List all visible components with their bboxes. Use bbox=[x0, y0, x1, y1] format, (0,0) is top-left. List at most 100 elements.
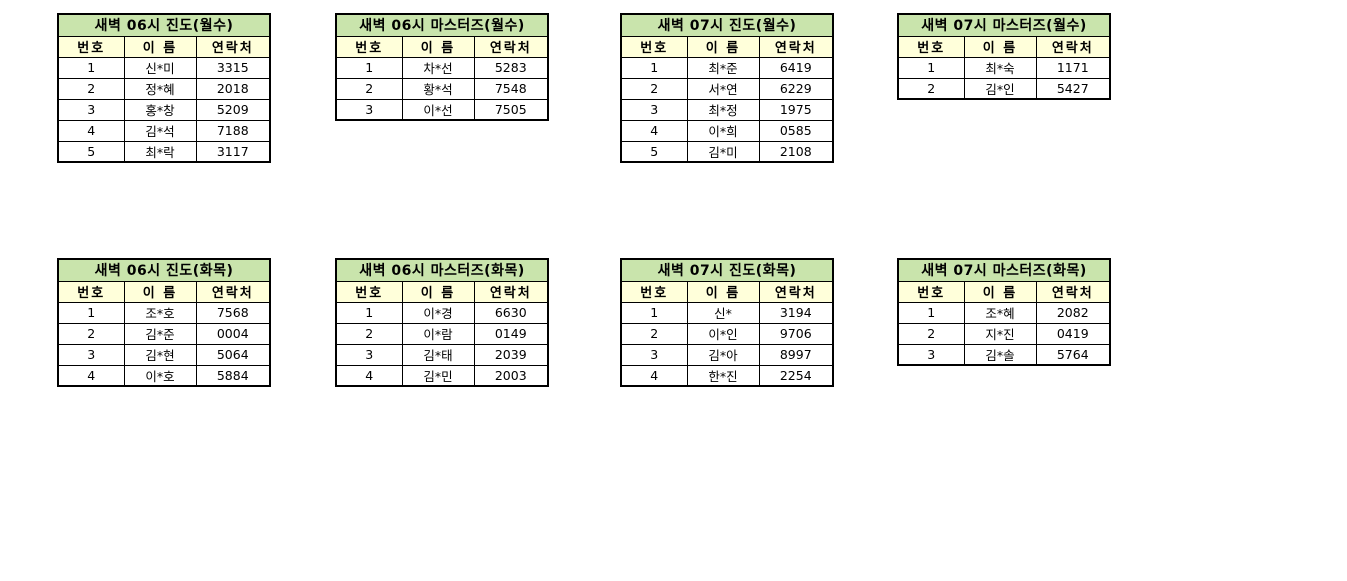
roster-table: 새벽 07시 마스터즈(월수) 번호 이 름 연락처 1 최*숙 1171 2 김*인 542… bbox=[897, 13, 1112, 100]
name-cell: 김*민 bbox=[401, 364, 475, 387]
name-cell: 김*석 bbox=[123, 119, 197, 142]
table-row: 3 김*아 8997 bbox=[620, 343, 834, 366]
contact-cell: 6229 bbox=[758, 77, 834, 100]
name-cell: 조*혜 bbox=[963, 301, 1037, 324]
contact-cell: 0419 bbox=[1035, 322, 1111, 345]
table-row: 2 정*혜 2018 bbox=[57, 77, 271, 100]
contact-cell: 0149 bbox=[473, 322, 549, 345]
column-header: 이 름 bbox=[686, 280, 760, 303]
column-header-row: 번호 이 름 연락처 bbox=[897, 280, 1111, 303]
name-cell: 이*선 bbox=[401, 98, 475, 121]
roster-table: 새벽 06시 진도(화목) 번호 이 름 연락처 1 조*호 7568 2 김*준 0004 3… bbox=[57, 258, 272, 387]
column-header: 연락처 bbox=[758, 35, 834, 58]
table-row: 1 조*혜 2082 bbox=[897, 301, 1111, 324]
contact-cell: 7188 bbox=[195, 119, 271, 142]
contact-cell: 6419 bbox=[758, 56, 834, 79]
table-title: 새벽 07시 마스터즈(화목) bbox=[897, 258, 1111, 282]
contact-cell: 1975 bbox=[758, 98, 834, 121]
roster-table: 새벽 07시 진도(화목) 번호 이 름 연락처 1 신* 3194 2 이*인 9706 3 김… bbox=[620, 258, 835, 387]
column-header: 번호 bbox=[57, 280, 125, 303]
roster-table: 새벽 07시 마스터즈(화목) 번호 이 름 연락처 1 조*혜 2082 2 지*진 041… bbox=[897, 258, 1112, 366]
table-body: 1 조*혜 2082 2 지*진 0419 3 김*솔 5764 bbox=[897, 301, 1111, 366]
column-header: 연락처 bbox=[473, 280, 549, 303]
row-number-cell: 3 bbox=[57, 343, 125, 366]
column-header: 연락처 bbox=[195, 280, 271, 303]
name-cell: 이*호 bbox=[123, 364, 197, 387]
column-header: 이 름 bbox=[401, 35, 475, 58]
table-row: 3 김*솔 5764 bbox=[897, 343, 1111, 366]
column-header: 번호 bbox=[620, 280, 688, 303]
row-number-cell: 1 bbox=[620, 301, 688, 324]
row-number-cell: 3 bbox=[57, 98, 125, 121]
contact-cell: 5884 bbox=[195, 364, 271, 387]
title-row: 새벽 06시 진도(화목) bbox=[57, 258, 271, 282]
title-row: 새벽 07시 마스터즈(화목) bbox=[897, 258, 1111, 282]
table-row: 3 김*태 2039 bbox=[335, 343, 549, 366]
contact-cell: 3117 bbox=[195, 140, 271, 163]
row-number-cell: 4 bbox=[620, 119, 688, 142]
contact-cell: 7548 bbox=[473, 77, 549, 100]
row-number-cell: 3 bbox=[335, 98, 403, 121]
roster-table: 새벽 07시 진도(월수) 번호 이 름 연락처 1 최*준 6419 2 서*연 6229 3… bbox=[620, 13, 835, 163]
name-cell: 조*호 bbox=[123, 301, 197, 324]
column-header-row: 번호 이 름 연락처 bbox=[335, 35, 549, 58]
contact-cell: 2039 bbox=[473, 343, 549, 366]
name-cell: 김*인 bbox=[963, 77, 1037, 100]
table-title: 새벽 06시 마스터즈(월수) bbox=[335, 13, 549, 37]
column-header: 연락처 bbox=[758, 280, 834, 303]
column-header: 번호 bbox=[897, 280, 965, 303]
title-row: 새벽 06시 마스터즈(월수) bbox=[335, 13, 549, 37]
name-cell: 최*숙 bbox=[963, 56, 1037, 79]
contact-cell: 5764 bbox=[1035, 343, 1111, 366]
table-row: 3 이*선 7505 bbox=[335, 98, 549, 121]
contact-cell: 5427 bbox=[1035, 77, 1111, 100]
contact-cell: 8997 bbox=[758, 343, 834, 366]
row-number-cell: 4 bbox=[620, 364, 688, 387]
row-number-cell: 5 bbox=[57, 140, 125, 163]
table-title: 새벽 06시 진도(화목) bbox=[57, 258, 271, 282]
table-row: 1 신*미 3315 bbox=[57, 56, 271, 79]
table-title: 새벽 07시 진도(월수) bbox=[620, 13, 834, 37]
column-header: 이 름 bbox=[123, 280, 197, 303]
row-number-cell: 3 bbox=[620, 98, 688, 121]
table-row: 4 김*민 2003 bbox=[335, 364, 549, 387]
contact-cell: 5283 bbox=[473, 56, 549, 79]
column-header: 이 름 bbox=[123, 35, 197, 58]
column-header: 이 름 bbox=[963, 35, 1037, 58]
column-header: 번호 bbox=[335, 35, 403, 58]
name-cell: 김*현 bbox=[123, 343, 197, 366]
row-number-cell: 1 bbox=[335, 301, 403, 324]
row-number-cell: 1 bbox=[335, 56, 403, 79]
column-header: 번호 bbox=[897, 35, 965, 58]
title-row: 새벽 07시 마스터즈(월수) bbox=[897, 13, 1111, 37]
column-header: 연락처 bbox=[1035, 35, 1111, 58]
title-row: 새벽 07시 진도(화목) bbox=[620, 258, 834, 282]
column-header-row: 번호 이 름 연락처 bbox=[620, 280, 834, 303]
table-body: 1 신* 3194 2 이*인 9706 3 김*아 8997 4 한*진 2254 bbox=[620, 301, 834, 387]
table-title: 새벽 07시 마스터즈(월수) bbox=[897, 13, 1111, 37]
column-header: 연락처 bbox=[473, 35, 549, 58]
name-cell: 최*락 bbox=[123, 140, 197, 163]
column-header: 연락처 bbox=[1035, 280, 1111, 303]
table-row: 1 차*선 5283 bbox=[335, 56, 549, 79]
table-row: 4 김*석 7188 bbox=[57, 119, 271, 142]
table-body: 1 신*미 3315 2 정*혜 2018 3 홍*창 5209 4 김*석 7188 5 최*락 3117 bbox=[57, 56, 271, 163]
row-number-cell: 2 bbox=[897, 322, 965, 345]
name-cell: 최*준 bbox=[686, 56, 760, 79]
column-header: 번호 bbox=[57, 35, 125, 58]
contact-cell: 7505 bbox=[473, 98, 549, 121]
table-row: 4 이*희 0585 bbox=[620, 119, 834, 142]
row-number-cell: 1 bbox=[620, 56, 688, 79]
contact-cell: 6630 bbox=[473, 301, 549, 324]
table-row: 2 김*준 0004 bbox=[57, 322, 271, 345]
column-header-row: 번호 이 름 연락처 bbox=[335, 280, 549, 303]
column-header: 연락처 bbox=[195, 35, 271, 58]
title-row: 새벽 06시 마스터즈(화목) bbox=[335, 258, 549, 282]
row-number-cell: 3 bbox=[335, 343, 403, 366]
table-row: 2 황*석 7548 bbox=[335, 77, 549, 100]
column-header: 이 름 bbox=[401, 280, 475, 303]
title-row: 새벽 07시 진도(월수) bbox=[620, 13, 834, 37]
table-row: 2 이*람 0149 bbox=[335, 322, 549, 345]
name-cell: 정*혜 bbox=[123, 77, 197, 100]
row-number-cell: 1 bbox=[57, 56, 125, 79]
